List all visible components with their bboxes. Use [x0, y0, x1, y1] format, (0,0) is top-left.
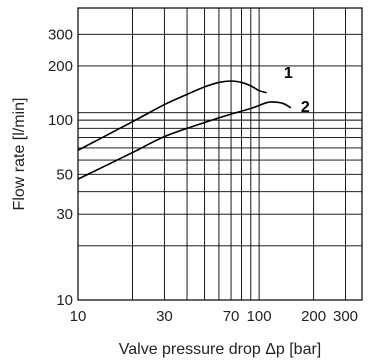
y-tick-label: 300 [48, 26, 73, 43]
x-tick-label: 70 [223, 308, 240, 325]
series-labels: 12 [284, 65, 310, 116]
y-tick-label: 10 [56, 292, 73, 309]
x-tick-label: 10 [70, 308, 87, 325]
x-tick-label: 30 [156, 308, 173, 325]
y-tick-label: 100 [48, 112, 73, 129]
x-tick-label: 100 [247, 308, 272, 325]
series-label-2: 2 [301, 99, 310, 116]
y-tick-label: 200 [48, 58, 73, 75]
y-tick-label: 30 [56, 206, 73, 223]
series-line-2 [77, 101, 292, 180]
x-axis-title: Valve pressure drop Δp [bar] [119, 341, 322, 358]
x-tick-label: 200 [301, 308, 326, 325]
y-axis-title: Flow rate [l/min] [11, 98, 28, 211]
series-label-1: 1 [284, 65, 293, 82]
series-group [77, 80, 292, 180]
plot-frame [77, 7, 363, 301]
x-tick-labels: 10 30 70 100 200 300 [70, 308, 358, 325]
y-tick-labels: 10 30 50 100 200 300 [48, 26, 73, 309]
x-tick-label: 300 [333, 308, 358, 325]
y-tick-label: 50 [56, 166, 73, 183]
series-line-1 [77, 80, 267, 151]
grid [77, 8, 362, 301]
